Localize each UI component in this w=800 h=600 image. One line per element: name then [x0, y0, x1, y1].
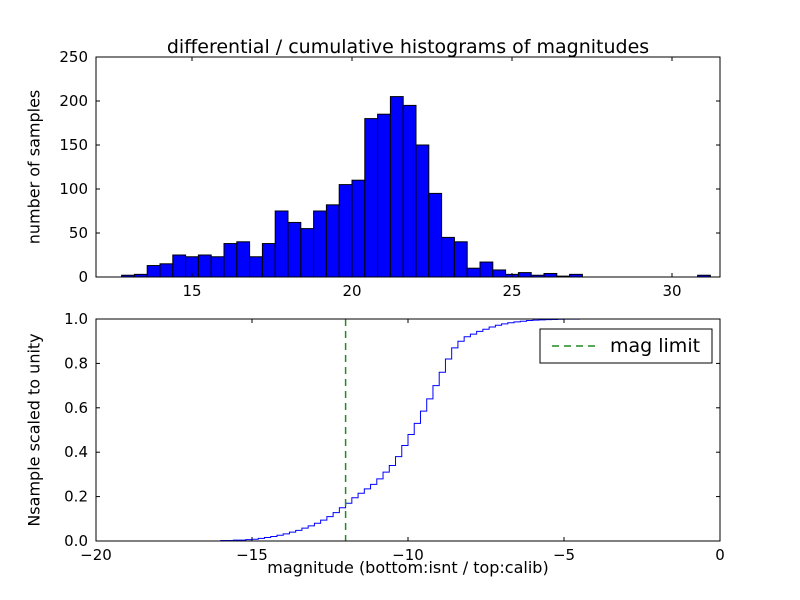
cumulative-line — [189, 318, 689, 542]
y-tick-label: 1.0 — [64, 310, 88, 328]
histogram-bar — [517, 272, 532, 278]
histogram-bar — [351, 179, 366, 278]
x-tick-label: −10 — [392, 546, 424, 564]
x-axis-label: magnitude (bottom:isnt / top:calib) — [267, 558, 549, 577]
histogram-bar — [261, 243, 276, 278]
x-tick-label: 25 — [502, 282, 521, 300]
histogram-bar — [543, 272, 558, 278]
histogram-bar — [287, 221, 302, 278]
y-tick-label: 200 — [59, 92, 88, 110]
histogram-bar — [377, 113, 391, 278]
x-tick-label: −5 — [553, 546, 575, 564]
histogram-bar — [146, 265, 161, 278]
histogram-bar — [274, 210, 289, 278]
legend-label: mag limit — [610, 335, 701, 357]
histogram-bar — [466, 267, 481, 278]
y-tick-label: 0.8 — [64, 354, 88, 372]
histogram-bar — [197, 254, 212, 278]
y-tick-label: 150 — [59, 136, 88, 154]
y-tick-label: 0 — [78, 268, 88, 286]
y-tick-label: 0.0 — [64, 532, 88, 550]
y-tick-label: 0.2 — [64, 488, 88, 506]
histogram-bar — [389, 96, 404, 278]
histogram-bar — [313, 210, 327, 278]
y-tick-label: 50 — [69, 224, 88, 242]
histogram-bar — [428, 192, 443, 278]
x-tick-label: −20 — [80, 546, 112, 564]
histogram-bar — [223, 243, 238, 278]
bottom-y-axis-label: Nsample scaled to unity — [24, 333, 44, 527]
y-tick-label: 250 — [59, 48, 88, 66]
histogram-bar — [364, 118, 379, 278]
histogram-bar — [453, 241, 468, 278]
x-tick-label: 0 — [715, 546, 725, 564]
bottom-axes-frame — [95, 318, 721, 542]
y-tick-label: 0.4 — [64, 443, 88, 461]
histogram-bar — [210, 256, 225, 278]
histogram-bar — [300, 228, 315, 278]
x-tick-label: 30 — [662, 282, 681, 300]
y-tick-label: 100 — [59, 180, 88, 198]
figure-title: differential / cumulative histograms of … — [166, 36, 650, 58]
x-tick-label: 20 — [342, 282, 361, 300]
x-tick-label: 15 — [182, 282, 201, 300]
top-y-axis-label: number of samples — [24, 89, 44, 245]
histogram-bar — [479, 261, 494, 278]
histogram-bar — [402, 104, 417, 278]
histogram-bar — [249, 256, 263, 278]
histogram-bar — [441, 236, 455, 278]
x-tick-label: −15 — [236, 546, 268, 564]
histogram-bar — [415, 144, 430, 278]
histogram-bar — [338, 184, 353, 278]
top-axes-frame — [95, 56, 721, 278]
histogram-bar — [159, 263, 174, 278]
histogram-bar — [236, 241, 251, 278]
histogram-bar — [492, 269, 507, 278]
y-tick-label: 0.6 — [64, 399, 88, 417]
histogram-bar — [325, 204, 340, 278]
histogram-bar — [172, 254, 187, 278]
